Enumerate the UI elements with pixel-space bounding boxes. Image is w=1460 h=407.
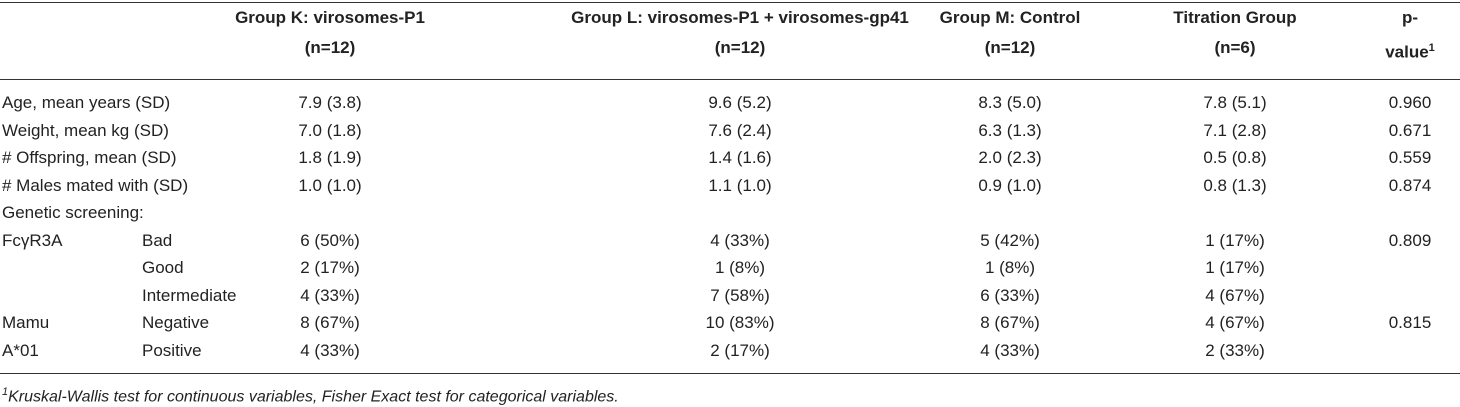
cell-value: 4 (33%) — [980, 340, 1040, 360]
column-header: (n=12) — [714, 38, 766, 57]
cell-value: 1.1 (1.0) — [708, 175, 772, 195]
cell-value: 9.6 (5.2) — [708, 93, 772, 112]
cell-value: 1.0 (1.0) — [298, 175, 362, 195]
cell-value: 2 (33%) — [1205, 340, 1265, 360]
cell-value: 10 (83%) — [705, 313, 775, 332]
top-rule — [0, 2, 1460, 3]
row-label: # Offspring, mean (SD) — [2, 148, 177, 167]
row-sublabel: Positive — [142, 340, 202, 360]
cell-value: 0.874 — [1388, 175, 1432, 195]
cell-value: 8.3 (5.0) — [978, 93, 1042, 112]
footnote-mark: 1 — [2, 386, 9, 398]
column-header: p- — [1401, 8, 1419, 27]
cell-value: 0.8 (1.3) — [1203, 175, 1267, 195]
cell-value: 0.671 — [1388, 120, 1432, 140]
cell-value: 2 (17%) — [710, 340, 770, 360]
cell-value: 6 (33%) — [980, 285, 1040, 305]
cell-value: 2.0 (2.3) — [978, 148, 1042, 167]
column-header: Group M: Control — [939, 8, 1081, 27]
row-label: Age, mean years (SD) — [2, 93, 171, 112]
cell-value: 7.8 (5.1) — [1203, 93, 1267, 112]
column-header: (n=12) — [304, 38, 356, 57]
row-label: Genetic screening: — [2, 203, 144, 222]
cell-value: 6 (50%) — [300, 230, 360, 250]
cell-value: 4 (33%) — [300, 340, 360, 360]
cell-value: 1 (17%) — [1205, 230, 1265, 250]
cell-value: 7.0 (1.8) — [298, 120, 362, 140]
column-header: Group L: virosomes-P1 + virosomes-gp41 — [571, 8, 909, 27]
row-label: # Males mated with (SD) — [2, 175, 189, 195]
row-label: Mamu — [2, 313, 50, 332]
cell-value: 6.3 (1.3) — [978, 120, 1042, 140]
cell-value: 2 (17%) — [300, 258, 360, 277]
cell-value: 0.960 — [1388, 93, 1432, 112]
cell-value: 0.815 — [1388, 313, 1432, 332]
row-label: FcγR3A — [2, 230, 63, 250]
cell-value: 4 (33%) — [710, 230, 770, 250]
cell-value: 8 (67%) — [980, 313, 1040, 332]
cell-value: 7 (58%) — [710, 285, 770, 305]
header-rule — [0, 79, 1460, 80]
row-sublabel: Negative — [142, 313, 210, 332]
cell-value: 0.809 — [1388, 230, 1432, 250]
cell-value: 7.9 (3.8) — [298, 93, 362, 112]
cell-value: 5 (42%) — [980, 230, 1040, 250]
cell-value: 1 (8%) — [714, 258, 766, 277]
cell-value: 1 (17%) — [1205, 258, 1265, 277]
cell-value: 4 (33%) — [300, 285, 360, 305]
cell-value: 1.8 (1.9) — [298, 148, 362, 167]
cell-value: 0.559 — [1388, 148, 1432, 167]
header-footnote-mark: 1 — [1428, 42, 1435, 54]
cell-value: 0.5 (0.8) — [1203, 148, 1267, 167]
cell-value: 1 (8%) — [984, 258, 1036, 277]
bottom-rule — [0, 373, 1460, 374]
cell-value: 7.6 (2.4) — [708, 120, 772, 140]
cell-value: 4 (67%) — [1205, 313, 1265, 332]
footnote-text: Kruskal-Wallis test for continuous varia… — [8, 388, 619, 406]
cell-value: 0.9 (1.0) — [978, 175, 1042, 195]
cell-value: 1.4 (1.6) — [708, 148, 772, 167]
cell-value: 7.1 (2.8) — [1203, 120, 1267, 140]
column-header: value1 — [1385, 42, 1435, 62]
column-header: Titration Group — [1173, 8, 1297, 27]
column-header: (n=12) — [984, 38, 1036, 57]
row-sublabel: Bad — [142, 230, 173, 250]
row-sublabel: Intermediate — [142, 285, 237, 305]
cell-value: 4 (67%) — [1205, 285, 1265, 305]
column-header: Group K: virosomes-P1 — [235, 8, 425, 27]
row-label: Weight, mean kg (SD) — [2, 120, 169, 140]
row-label: A*01 — [2, 340, 39, 360]
row-sublabel: Good — [142, 258, 184, 277]
footnote: 1Kruskal-Wallis test for continuous vari… — [2, 382, 619, 407]
cell-value: 8 (67%) — [300, 313, 360, 332]
column-header: (n=6) — [1214, 38, 1256, 57]
